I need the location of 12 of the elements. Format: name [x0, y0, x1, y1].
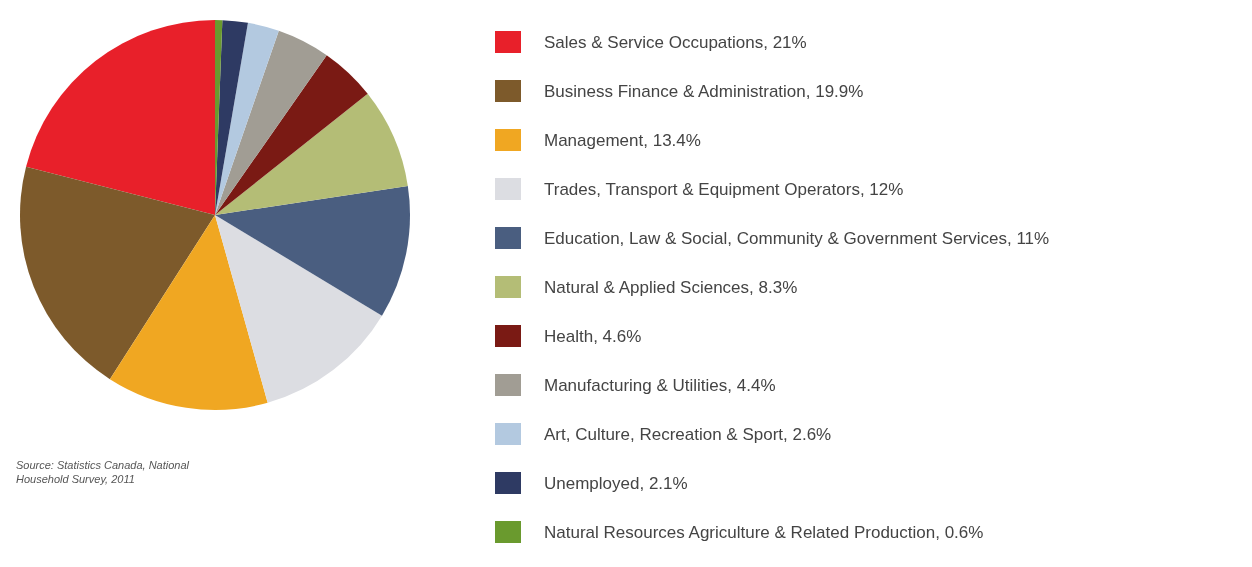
source-note: Source: Statistics Canada, National Household Survey, 2011	[16, 459, 193, 485]
legend-label: Natural & Applied Sciences, 8.3%	[544, 277, 798, 297]
legend-label: Art, Culture, Recreation & Sport, 2.6%	[544, 424, 832, 444]
legend-label: Education, Law & Social, Community & Government Services, 11%	[544, 228, 1050, 248]
legend-label: Natural Resources Agriculture & Related Production, 0.6%	[544, 522, 984, 542]
legend-label: Unemployed, 2.1%	[544, 473, 688, 493]
legend-label: Manufacturing & Utilities, 4.4%	[544, 375, 776, 395]
legend-label: Trades, Transport & Equipment Operators, 12%	[544, 179, 904, 199]
legend-label: Management, 13.4%	[544, 130, 701, 150]
legend-label: Sales & Service Occupations, 21%	[544, 32, 807, 52]
legend-label: Health, 4.6%	[544, 326, 642, 346]
legend-label: Business Finance & Administration, 19.9%	[544, 81, 864, 101]
